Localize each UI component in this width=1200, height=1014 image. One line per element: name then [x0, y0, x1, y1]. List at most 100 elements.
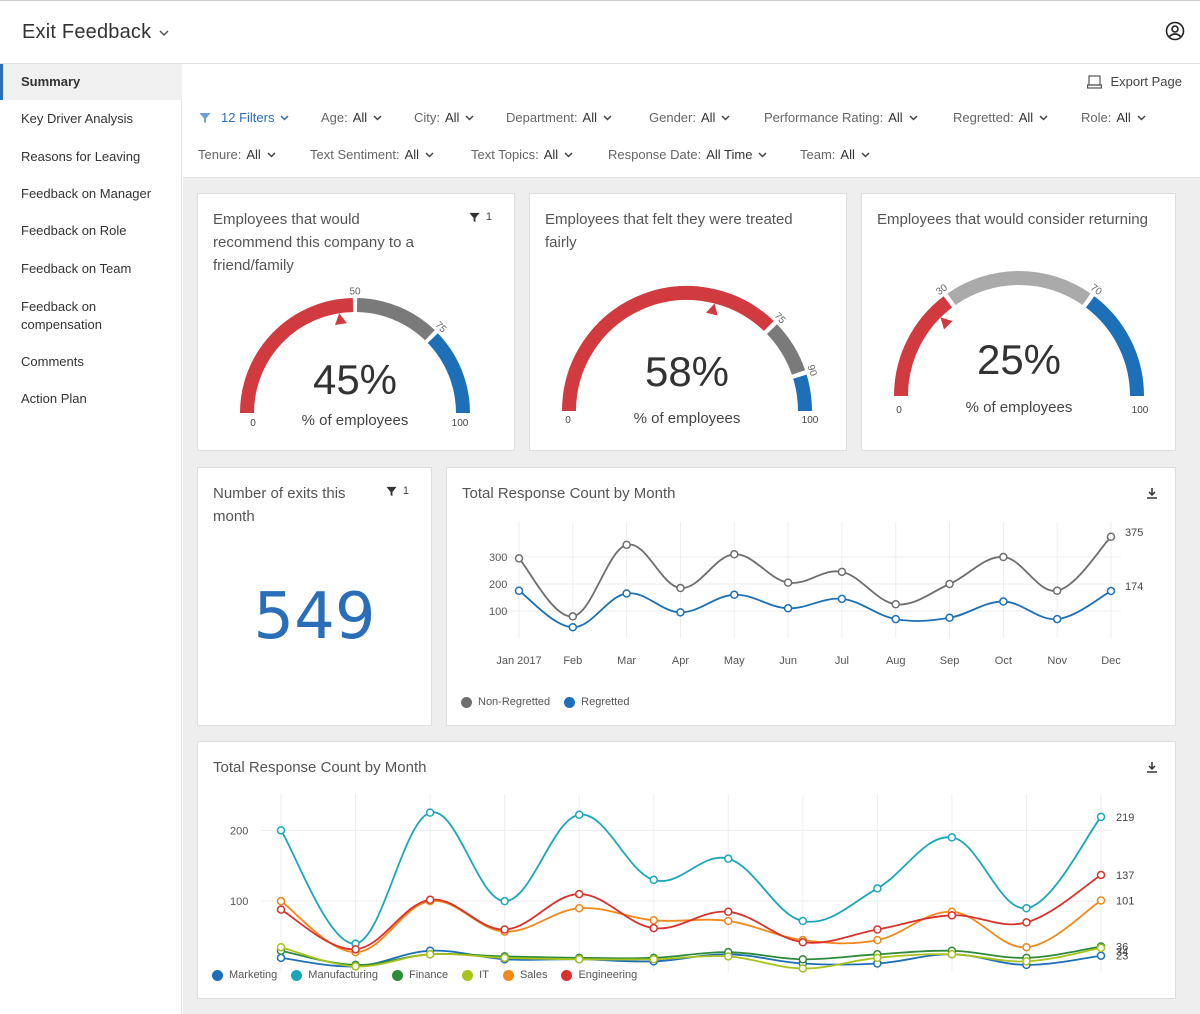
- legend-item[interactable]: Finance: [392, 969, 448, 981]
- filter-text-sentiment[interactable]: Text Sentiment: All: [310, 147, 434, 162]
- data-point[interactable]: [1096, 951, 1106, 960]
- filter-response-date[interactable]: Response Date: All Time: [608, 147, 767, 162]
- data-point[interactable]: [276, 826, 286, 835]
- data-point[interactable]: [622, 540, 631, 550]
- data-point[interactable]: [1096, 943, 1106, 953]
- data-point[interactable]: [798, 938, 808, 947]
- legend-item[interactable]: Sales: [502, 969, 547, 981]
- filter-text-topics[interactable]: Text Topics: All: [471, 147, 573, 162]
- data-point[interactable]: [947, 833, 957, 842]
- data-point[interactable]: [798, 955, 808, 964]
- data-point[interactable]: [798, 916, 808, 926]
- app-title[interactable]: Exit Feedback: [22, 21, 152, 43]
- data-point[interactable]: [837, 594, 847, 604]
- data-point[interactable]: [568, 612, 578, 621]
- data-point[interactable]: [873, 925, 882, 934]
- data-point[interactable]: [947, 950, 957, 959]
- card-filter-indicator[interactable]: 1: [469, 211, 492, 223]
- data-point[interactable]: [351, 945, 360, 954]
- data-point[interactable]: [1096, 896, 1106, 905]
- data-point[interactable]: [730, 550, 739, 559]
- data-point[interactable]: [276, 953, 286, 963]
- data-point[interactable]: [1096, 870, 1106, 880]
- data-point[interactable]: [276, 942, 286, 952]
- data-point[interactable]: [1022, 918, 1031, 927]
- sidebar-item-feedback-on-team[interactable]: Feedback on Team: [21, 261, 132, 276]
- filter-city[interactable]: City: All: [414, 110, 474, 125]
- data-point[interactable]: [676, 583, 685, 593]
- data-point[interactable]: [724, 916, 733, 926]
- data-point[interactable]: [649, 955, 658, 964]
- data-point[interactable]: [568, 622, 578, 632]
- data-point[interactable]: [999, 552, 1008, 562]
- data-point[interactable]: [649, 916, 658, 925]
- legend-item[interactable]: Regretted: [564, 696, 629, 708]
- data-point[interactable]: [574, 810, 584, 819]
- sidebar-item-reasons-for-leaving[interactable]: Reasons for Leaving: [21, 149, 141, 164]
- data-point[interactable]: [1106, 586, 1116, 596]
- export-page-button[interactable]: Export Page: [1087, 74, 1182, 89]
- data-point[interactable]: [276, 905, 286, 914]
- data-point[interactable]: [1022, 942, 1031, 952]
- card-filter-indicator[interactable]: 1: [386, 485, 409, 497]
- sidebar-item-summary[interactable]: Summary: [0, 64, 182, 100]
- sidebar-item-comments[interactable]: Comments: [21, 354, 84, 369]
- filter-age[interactable]: Age: All: [321, 110, 382, 125]
- filter-performance-rating[interactable]: Performance Rating: All: [764, 110, 918, 125]
- download-icon[interactable]: [1145, 486, 1159, 500]
- filters-count-button[interactable]: 12 Filters: [199, 110, 289, 125]
- data-point[interactable]: [945, 579, 954, 589]
- data-point[interactable]: [676, 608, 685, 617]
- data-point[interactable]: [999, 597, 1008, 606]
- legend-item[interactable]: IT: [462, 969, 489, 981]
- data-point[interactable]: [945, 613, 954, 622]
- data-point[interactable]: [1022, 957, 1031, 966]
- data-point[interactable]: [425, 895, 435, 904]
- data-point[interactable]: [837, 567, 847, 577]
- data-point[interactable]: [425, 950, 435, 959]
- data-point[interactable]: [351, 962, 360, 971]
- chevron-down-icon[interactable]: [158, 27, 170, 39]
- filter-gender[interactable]: Gender: All: [649, 110, 730, 125]
- legend-item[interactable]: Manufacturing: [291, 969, 378, 981]
- data-point[interactable]: [783, 604, 793, 613]
- data-point[interactable]: [500, 925, 509, 934]
- download-icon[interactable]: [1145, 760, 1159, 774]
- filter-regretted[interactable]: Regretted: All: [953, 110, 1048, 125]
- data-point[interactable]: [891, 614, 900, 624]
- data-point[interactable]: [798, 964, 808, 973]
- data-point[interactable]: [574, 889, 584, 899]
- data-point[interactable]: [1096, 812, 1106, 822]
- data-point[interactable]: [891, 600, 900, 609]
- data-point[interactable]: [649, 923, 658, 933]
- data-point[interactable]: [1022, 904, 1031, 913]
- data-point[interactable]: [873, 884, 882, 893]
- data-point[interactable]: [1052, 586, 1062, 595]
- data-point[interactable]: [514, 586, 524, 595]
- filter-tenure[interactable]: Tenure: All: [198, 147, 276, 162]
- sidebar-item-feedback-on-role[interactable]: Feedback on Role: [21, 223, 127, 238]
- legend-item[interactable]: Non-Regretted: [461, 696, 550, 708]
- data-point[interactable]: [425, 808, 435, 817]
- data-point[interactable]: [724, 907, 733, 917]
- data-point[interactable]: [1052, 614, 1062, 624]
- data-point[interactable]: [873, 935, 882, 945]
- data-point[interactable]: [500, 953, 509, 963]
- data-point[interactable]: [724, 952, 733, 961]
- data-point[interactable]: [1106, 532, 1116, 541]
- sidebar-item-feedback-on-compensation[interactable]: Feedback on compensation: [0, 297, 182, 337]
- data-point[interactable]: [783, 578, 793, 587]
- data-point[interactable]: [574, 904, 584, 913]
- sidebar-item-action-plan[interactable]: Action Plan: [21, 391, 87, 406]
- data-point[interactable]: [500, 896, 509, 906]
- user-account-icon[interactable]: [1165, 21, 1185, 41]
- filter-department[interactable]: Department: All: [506, 110, 612, 125]
- sidebar-item-feedback-on-manager[interactable]: Feedback on Manager: [21, 186, 152, 201]
- data-point[interactable]: [730, 590, 739, 600]
- legend-item[interactable]: Marketing: [212, 969, 277, 981]
- legend-item[interactable]: Engineering: [561, 969, 637, 981]
- sidebar-item-key-driver-analysis[interactable]: Key Driver Analysis: [21, 111, 133, 126]
- data-point[interactable]: [276, 896, 286, 906]
- data-point[interactable]: [649, 875, 658, 885]
- data-point[interactable]: [724, 854, 733, 863]
